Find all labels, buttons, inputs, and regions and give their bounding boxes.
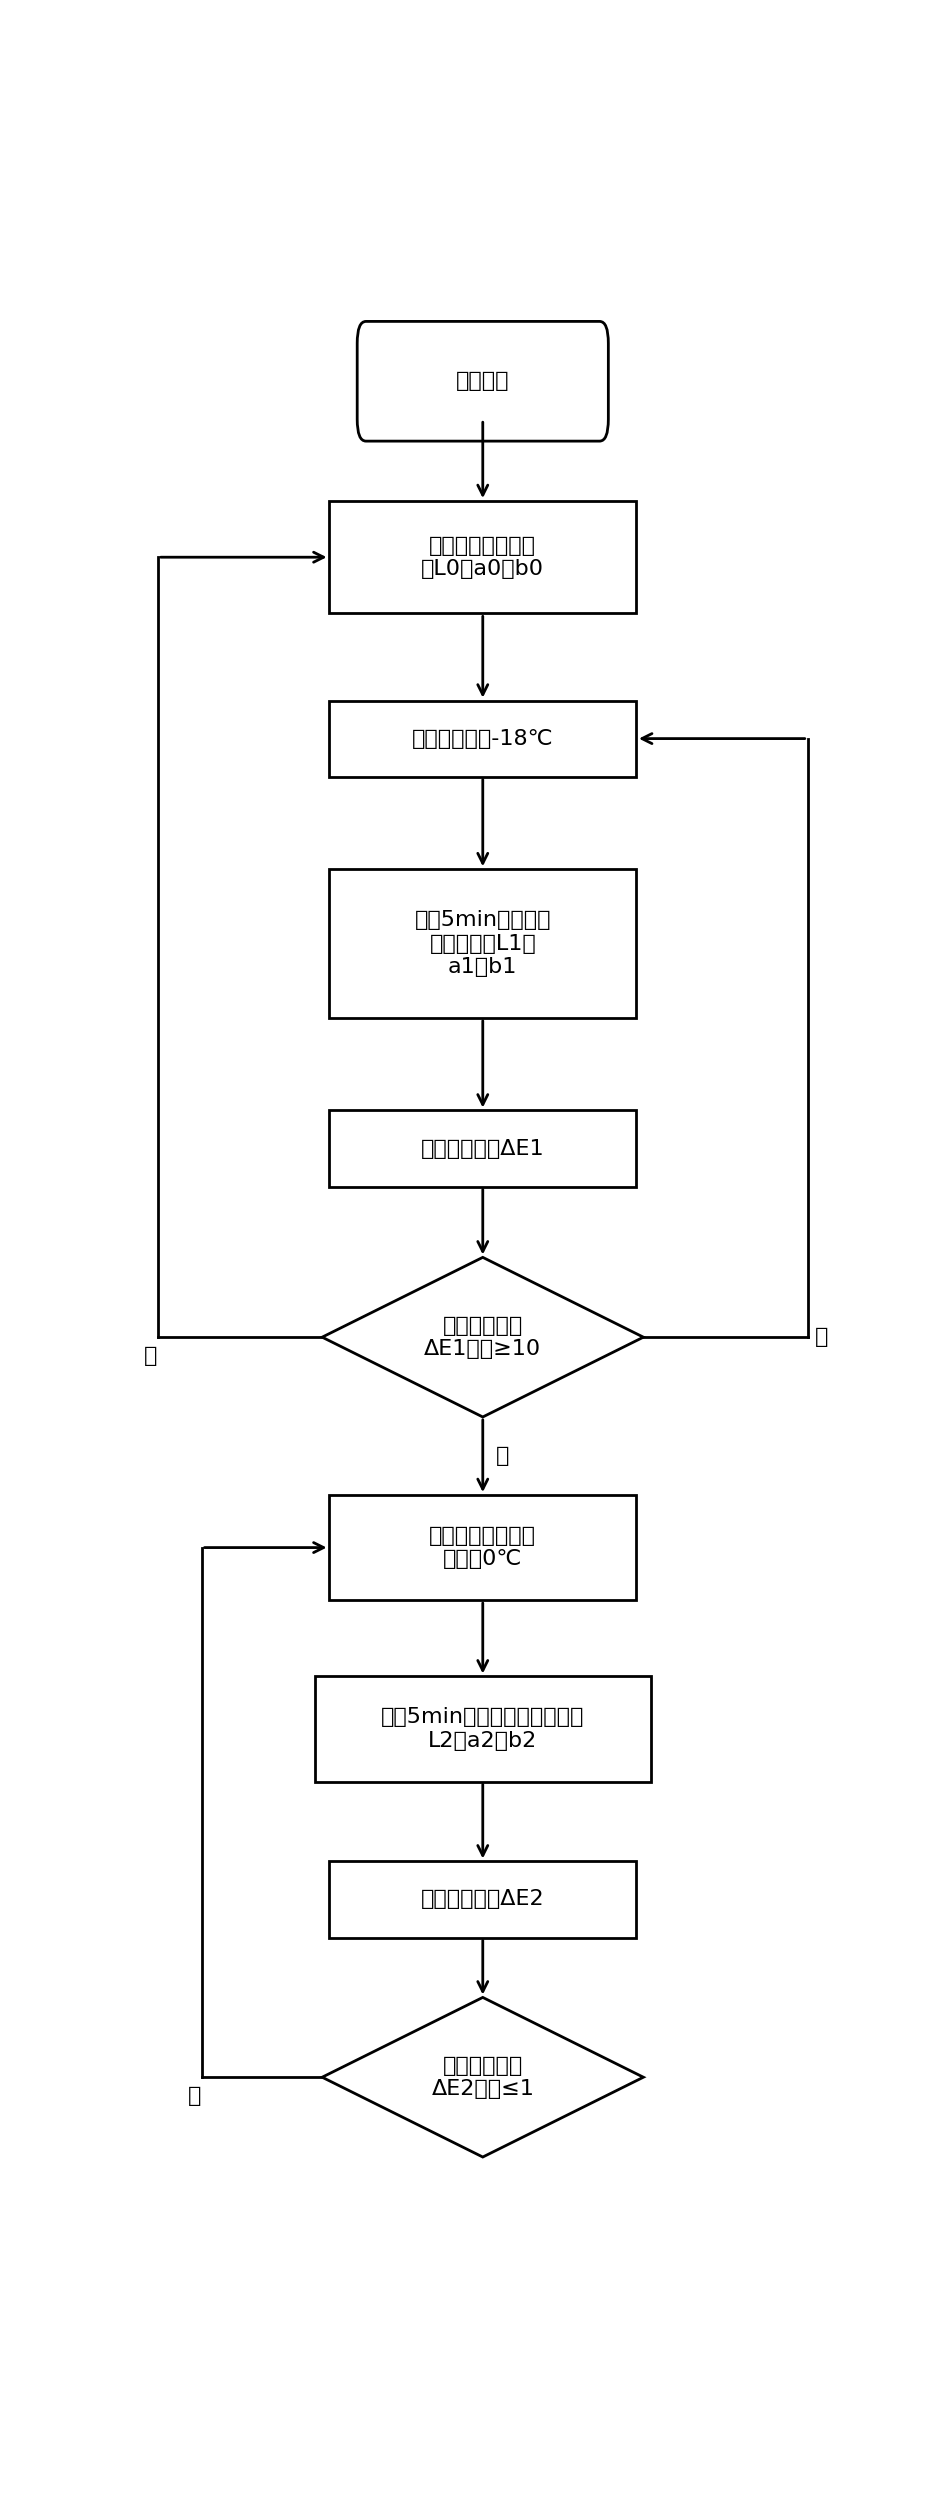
Text: 检测肉类初始色彩
値L0、a0、b0: 检测肉类初始色彩 値L0、a0、b0 xyxy=(421,537,544,579)
Text: 放入肉类: 放入肉类 xyxy=(456,372,510,392)
Text: 计算肉类色差ΔE2: 计算肉类色差ΔE2 xyxy=(421,1890,544,1910)
Text: 判断肉类色差
ΔE1是否≥10: 判断肉类色差 ΔE1是否≥10 xyxy=(424,1316,542,1358)
Bar xyxy=(330,1111,636,1186)
Text: 是: 是 xyxy=(495,1446,510,1466)
Text: 否: 否 xyxy=(815,1328,828,1348)
Text: 否: 否 xyxy=(187,2087,201,2107)
Text: 环境温度设置-18℃: 环境温度设置-18℃ xyxy=(412,729,554,749)
Polygon shape xyxy=(322,1998,643,2157)
Bar xyxy=(330,869,636,1019)
Text: 每隃5min检测一次肉类色彩値
L2、a2、b2: 每隃5min检测一次肉类色彩値 L2、a2、b2 xyxy=(382,1708,584,1750)
Text: 判断肉类色差
ΔE2是否≤1: 判断肉类色差 ΔE2是否≤1 xyxy=(431,2055,534,2100)
FancyBboxPatch shape xyxy=(357,322,609,442)
Text: 是: 是 xyxy=(144,1346,157,1366)
Bar xyxy=(315,1675,651,1780)
Text: 计算肉类色差ΔE1: 计算肉类色差ΔE1 xyxy=(421,1139,544,1159)
Text: 自然回温或环境温
度设置0℃: 自然回温或环境温 度设置0℃ xyxy=(430,1526,536,1568)
Bar xyxy=(330,502,636,614)
Text: 每隃5min检测一次
食品色彩値L1、
a1、b1: 每隃5min检测一次 食品色彩値L1、 a1、b1 xyxy=(414,911,551,976)
Polygon shape xyxy=(322,1258,643,1416)
Bar xyxy=(330,1860,636,1938)
Bar xyxy=(330,1496,636,1601)
Bar xyxy=(330,702,636,777)
